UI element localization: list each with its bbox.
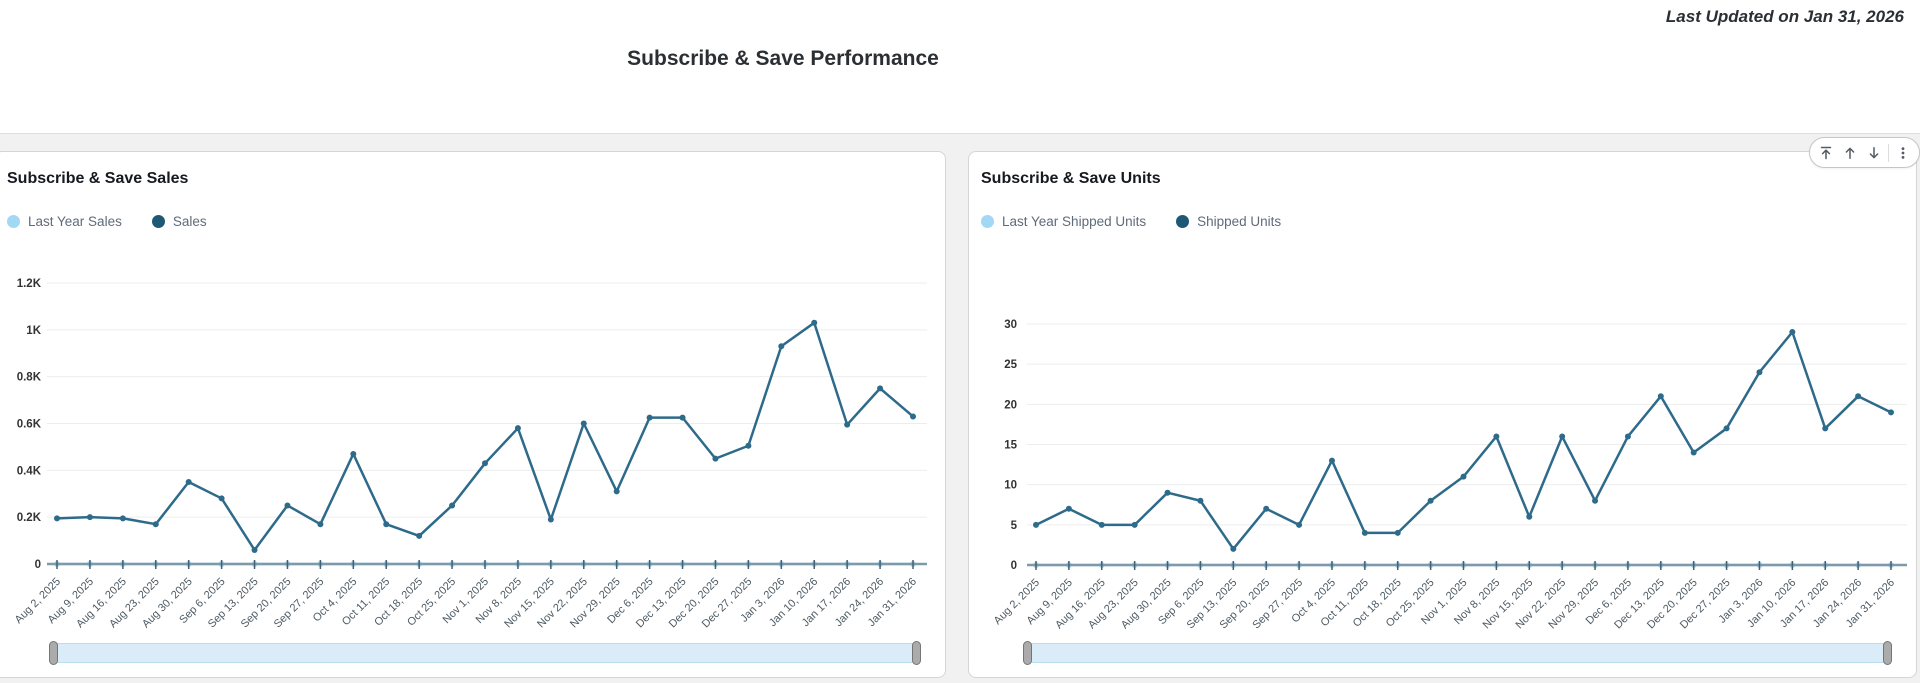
- units-chart-legend: Last Year Shipped Units Shipped Units: [981, 214, 1281, 229]
- legend-dot: [7, 215, 20, 228]
- move-to-top-icon: [1820, 146, 1832, 159]
- slider-right-handle[interactable]: [912, 641, 921, 665]
- svg-text:0.6K: 0.6K: [17, 419, 42, 431]
- sales-chart-card: Subscribe & Save Sales Last Year Sales Sa…: [0, 151, 946, 678]
- arrow-down-icon: [1869, 146, 1879, 158]
- svg-text:1.2K: 1.2K: [17, 278, 42, 290]
- toolbar-divider: [1888, 143, 1889, 162]
- svg-text:30: 30: [1004, 319, 1017, 331]
- svg-text:0.8K: 0.8K: [17, 372, 42, 384]
- svg-text:20: 20: [1004, 399, 1017, 411]
- legend-item: Last Year Sales: [7, 214, 122, 229]
- dashboard-section: Subscribe & Save Sales Last Year Sales Sa…: [0, 133, 1920, 683]
- slider-left-handle[interactable]: [1023, 641, 1032, 665]
- svg-text:0: 0: [1011, 560, 1017, 572]
- widget-toolbar: [1809, 137, 1920, 168]
- legend-label: Sales: [172, 214, 207, 229]
- page-title: Subscribe & Save Performance: [627, 47, 939, 70]
- units-chart-card: Subscribe & Save Units Last Year Shipped…: [968, 151, 1917, 678]
- last-updated-text: Last Updated on Jan 31, 2026: [1665, 7, 1904, 26]
- legend-dot: [981, 215, 994, 228]
- arrow-up-icon: [1845, 147, 1855, 159]
- legend-label: Shipped Units: [1197, 214, 1282, 229]
- units-chart-title: Subscribe & Save Units: [981, 170, 1161, 187]
- sales-chart-legend: Last Year Sales Sales: [7, 214, 207, 229]
- svg-text:15: 15: [1004, 440, 1017, 452]
- sales-chart-title: Subscribe & Save Sales: [7, 170, 189, 187]
- svg-text:0.4K: 0.4K: [17, 465, 42, 477]
- svg-text:5: 5: [1011, 520, 1018, 532]
- slider-left-handle[interactable]: [49, 641, 58, 665]
- legend-dot: [151, 215, 165, 228]
- kebab-menu-icon: [1901, 146, 1905, 159]
- slider-right-handle[interactable]: [1883, 641, 1892, 665]
- move-to-top-button[interactable]: [1814, 140, 1838, 166]
- more-options-button[interactable]: [1891, 140, 1915, 166]
- svg-text:10: 10: [1004, 480, 1017, 492]
- legend-item: Sales: [151, 214, 207, 229]
- svg-text:25: 25: [1004, 359, 1017, 371]
- legend-item: Last Year Shipped Units: [981, 214, 1146, 229]
- sales-time-range-slider[interactable]: [49, 641, 921, 665]
- svg-text:1K: 1K: [26, 325, 41, 337]
- svg-text:0: 0: [35, 559, 41, 571]
- legend-label: Last Year Sales: [28, 214, 122, 229]
- move-down-button[interactable]: [1862, 140, 1886, 166]
- units-time-range-slider[interactable]: [1023, 641, 1892, 665]
- svg-text:0.2K: 0.2K: [17, 512, 42, 524]
- legend-label: Last Year Shipped Units: [1002, 214, 1147, 229]
- legend-dot: [1176, 215, 1190, 228]
- move-up-button[interactable]: [1838, 140, 1862, 166]
- legend-item: Shipped Units: [1176, 214, 1281, 229]
